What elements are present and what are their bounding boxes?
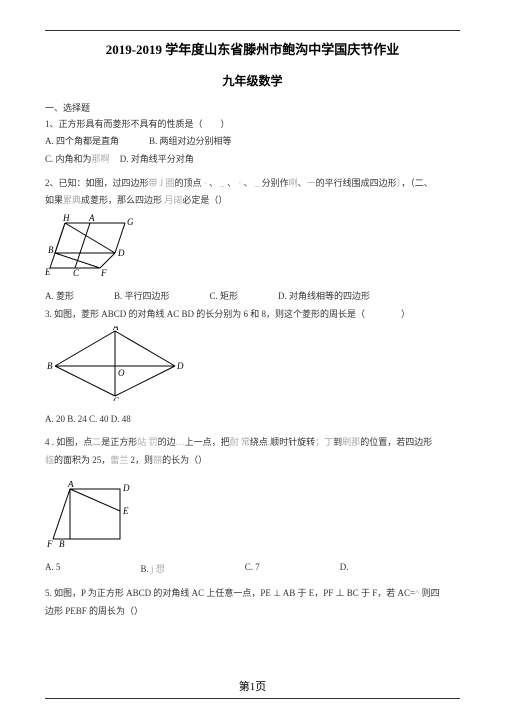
svg-text:B: B <box>48 245 54 255</box>
blank: · <box>202 178 210 188</box>
question-4-options: A. 5 B. j 想 C. 7 D. <box>45 562 460 575</box>
doc-title: 2019-2019 学年度山东省滕州市鲍沟中学国庆节作业 <box>45 30 460 58</box>
svg-text:B: B <box>59 539 65 549</box>
question-3-options: A. 20 B. 24 C. 40 D. 48 <box>45 412 460 426</box>
blank: 站 罚 <box>137 437 157 447</box>
question-3: 3. 如图，菱形 ABCD 的对角线 AC BD 的长分别为 6 和 8，则这个… <box>45 307 460 321</box>
blank: 蕾兰 <box>110 455 130 465</box>
q4-t2: 是正方形 <box>101 437 137 447</box>
svg-text:G: G <box>127 217 134 227</box>
q4-opt-b: B. j 想 <box>141 562 165 575</box>
q2-l2b: 成菱形，那么四边形 <box>81 195 162 205</box>
figure-1: H A G B D E C F <box>45 213 460 281</box>
q1-opt-b: B. 两组对边分别相等 <box>149 134 232 147</box>
q4-t6: 顺时针旋转 <box>270 437 315 447</box>
question-2-line1: 2、已知：如图，过四边形带 J 圈的顶点 · 、 _ 、 · 、 _ 分别作咧、… <box>45 176 460 190</box>
q2-t8: 的平行线围成四边形 <box>316 178 397 188</box>
doc-subtitle: 九年级数学 <box>45 72 460 89</box>
q2-t6: 分别作 <box>262 178 289 188</box>
blank: ；丁 <box>315 437 333 447</box>
q2-opt-c: C. 矩形 <box>210 289 239 302</box>
q2-t3: 、 <box>209 178 218 188</box>
q4-l2b: 2，则 <box>131 455 154 465</box>
blank: · <box>236 178 244 188</box>
figure-2: A B D O C <box>45 326 460 404</box>
q4-t3: 的边 <box>158 437 176 447</box>
q4-t1: 4 . 如图，点 <box>45 437 92 447</box>
q4-t4: 上一点，把 <box>185 437 230 447</box>
q5-t1: 5. 如图，P 为正方形 ABCD 的对角线 AC 上任意一点，PE ⊥ AB … <box>45 588 415 598</box>
blank: 临 <box>45 455 54 465</box>
blank: 刷那 <box>342 437 360 447</box>
q2-opt-b: B. 平行四边形 <box>114 289 170 302</box>
q2-t1: 2、已知：如图，过四边形 <box>45 178 149 188</box>
svg-text:E: E <box>45 267 51 277</box>
section-heading: 一、选择题 <box>45 101 460 114</box>
q2-t9: ，（二、 <box>401 178 433 188</box>
svg-text:D: D <box>117 248 125 258</box>
svg-text:A: A <box>112 326 119 332</box>
blank-text: 那啊 <box>92 154 110 164</box>
q4-opt-d: D. <box>340 562 349 575</box>
question-4-line1: 4 . 如图，点二是正方形站 罚的边…上一点，把耐 常绕点.顺时针旋转；丁到刷那… <box>45 435 460 449</box>
question-1-options-row1: A. 四个角都是直角 B. 两组对边分别相等 <box>45 134 460 147</box>
svg-text:F: F <box>46 539 53 549</box>
q1-opt-a: A. 四个角都是直角 <box>45 134 119 147</box>
q2-t7: 、 <box>298 178 307 188</box>
svg-text:D: D <box>122 483 130 493</box>
svg-text:C: C <box>73 268 80 278</box>
svg-text:H: H <box>62 213 70 223</box>
question-1: 1、正方形具有而菱形不具有的性质是（ ） <box>45 117 460 131</box>
page-number: 第1页 <box>45 678 460 699</box>
question-5-line1: 5. 如图，P 为正方形 ABCD 的对角线 AC 上任意一点，PE ⊥ AB … <box>45 586 460 600</box>
blank: _ <box>218 178 227 188</box>
blank: 月阔 <box>162 195 182 205</box>
q2-l2c: 必定是（） <box>182 195 227 205</box>
q2-opt-d: D. 对角线相等的四边形 <box>278 289 370 302</box>
blank: 丽 <box>153 455 162 465</box>
q2-t2: 的顶点 <box>175 178 202 188</box>
svg-text:F: F <box>100 268 107 278</box>
blank: 咧 <box>289 178 298 188</box>
q4-t8: 的位置，若四边形 <box>360 437 432 447</box>
q5-t2: 则四 <box>422 588 440 598</box>
question-2-line2: 如果累典成菱形，那么四边形 月阔必定是（） <box>45 193 460 207</box>
blank: _ <box>253 178 262 188</box>
svg-text:E: E <box>122 506 129 516</box>
q1-opt-d: D. 对角线平分对角 <box>120 154 194 164</box>
question-4-line2: 临的面积为 25，蕾兰 2，则丽的长为（） <box>45 453 460 467</box>
q2-opt-a: A. 菱形 <box>45 289 74 302</box>
question-1-options-row2: C. 内角和为那啊 D. 对角线平分对角 <box>45 152 460 166</box>
svg-text:C: C <box>113 396 120 401</box>
svg-text:A: A <box>67 481 74 489</box>
q4-t7: 到 <box>333 437 342 447</box>
q2-t5: 、 <box>244 178 253 188</box>
q4-l2a: 的面积为 25， <box>54 455 110 465</box>
svg-text:D: D <box>176 361 184 371</box>
question-2-options: A. 菱形 B. 平行四边形 C. 矩形 D. 对角线相等的四边形 <box>45 289 460 302</box>
blank: 累典 <box>63 195 81 205</box>
svg-text:A: A <box>88 213 95 223</box>
figure-3: A D E F B <box>45 481 460 554</box>
q4-opt-c: C. 7 <box>245 562 260 575</box>
blank: 带 J 圈 <box>149 178 175 188</box>
blank: … <box>176 437 185 447</box>
q4-l2c: 的长为（） <box>162 455 207 465</box>
svg-text:B: B <box>47 361 53 371</box>
blank: 耐 常 <box>230 437 250 447</box>
blank: 二 <box>92 437 101 447</box>
svg-text:O: O <box>118 368 125 378</box>
question-5-line2: 边形 PEBF 的周长为（） <box>45 604 460 618</box>
blank: 一 <box>307 178 316 188</box>
q4-t5: 绕点 <box>250 437 268 447</box>
q2-l2a: 如果 <box>45 195 63 205</box>
q1-opt-c: C. 内角和为 <box>45 154 92 164</box>
q4-opt-a: A. 5 <box>45 562 61 575</box>
q2-t4: 、 <box>227 178 236 188</box>
